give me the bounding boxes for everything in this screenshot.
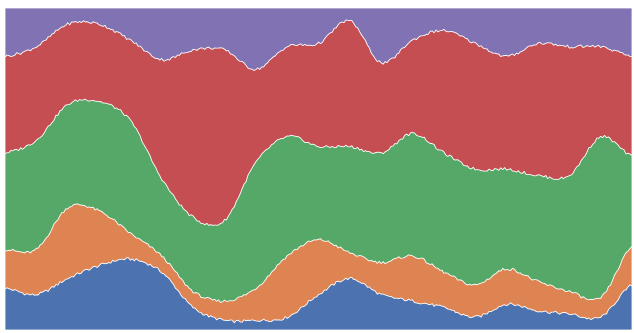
- area-series-5: [4, 7, 633, 71]
